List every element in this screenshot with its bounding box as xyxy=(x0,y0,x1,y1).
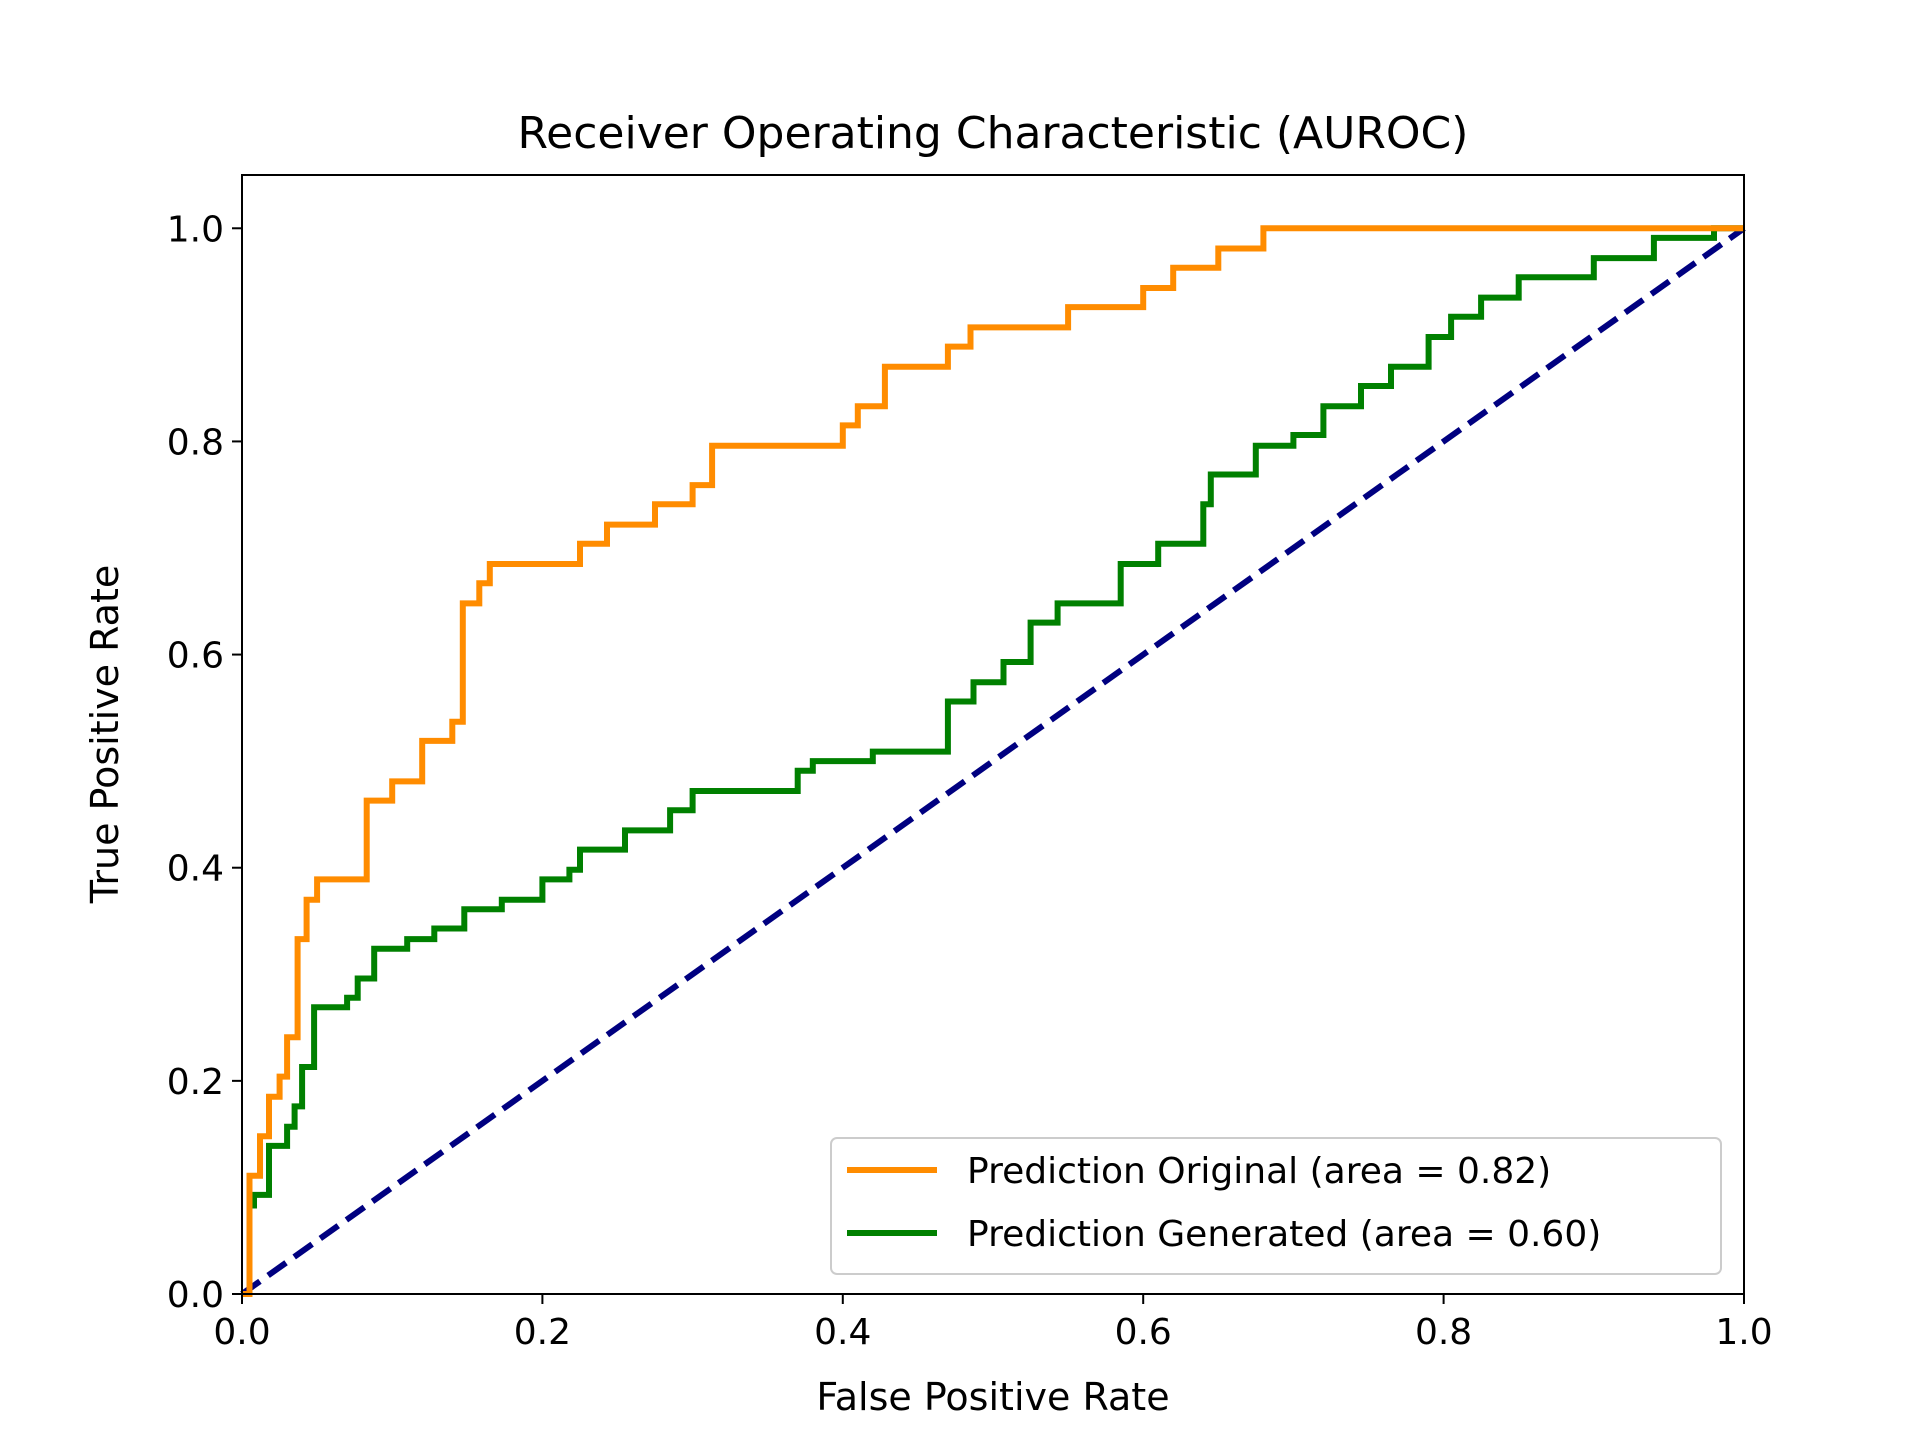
y-tick-label: 0.6 xyxy=(167,636,224,677)
y-tick-label: 0.4 xyxy=(167,849,224,890)
chart-title: Receiver Operating Characteristic (AUROC… xyxy=(518,108,1469,159)
x-tick-label: 0.0 xyxy=(213,1312,270,1353)
x-tick-label: 0.8 xyxy=(1415,1312,1472,1353)
y-tick-label: 0.2 xyxy=(167,1062,224,1103)
plot-area xyxy=(240,225,1746,1297)
legend-box xyxy=(830,1137,1722,1275)
x-axis-ticks: 0.0 0.2 0.4 0.6 0.8 1.0 xyxy=(213,1294,1773,1353)
legend-entry-generated: Prediction Generated (area = 0.60) xyxy=(967,1214,1601,1255)
y-tick-label: 0.0 xyxy=(167,1275,224,1316)
y-axis-ticks: 0.0 0.2 0.4 0.6 0.8 1.0 xyxy=(167,209,242,1316)
y-axis-label: True Positive Rate xyxy=(83,565,127,905)
y-tick-label: 0.8 xyxy=(167,422,224,463)
plot-frame xyxy=(241,174,1745,1295)
x-tick-label: 0.4 xyxy=(814,1312,871,1353)
x-tick-label: 1.0 xyxy=(1715,1312,1772,1353)
series-original-line xyxy=(242,225,1744,1297)
x-tick-label: 0.6 xyxy=(1115,1312,1172,1353)
x-axis-label: False Positive Rate xyxy=(816,1375,1169,1419)
y-tick-label: 1.0 xyxy=(167,209,224,250)
legend: Prediction Original (area = 0.82) Predic… xyxy=(830,1137,1722,1275)
series-generated-line xyxy=(242,225,1744,1297)
x-tick-label: 0.2 xyxy=(514,1312,571,1353)
legend-entry-original: Prediction Original (area = 0.82) xyxy=(967,1151,1551,1192)
series-chance-line xyxy=(240,225,1746,1297)
